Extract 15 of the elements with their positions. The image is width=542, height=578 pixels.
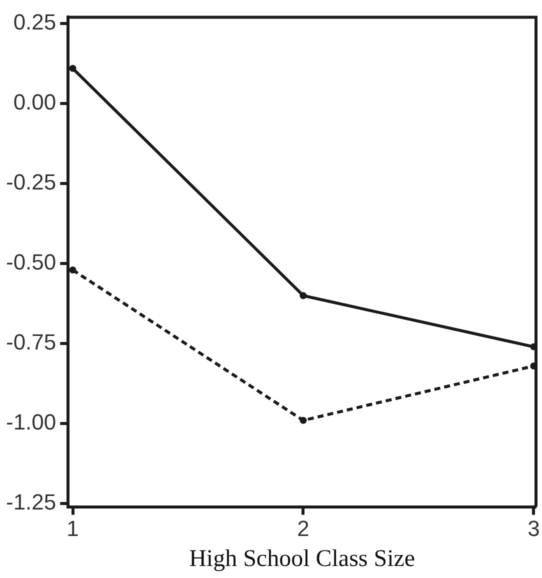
y-tick-label: -1.25 xyxy=(6,490,56,515)
y-tick-label: 0.00 xyxy=(13,90,56,115)
x-tick-label: 3 xyxy=(528,516,540,542)
x-tick-label: 1 xyxy=(66,516,79,542)
x-axis-title: High School Class Size xyxy=(189,546,416,572)
y-tick-label: -0.50 xyxy=(6,250,56,275)
y-tick-label: -0.75 xyxy=(6,330,56,355)
point xyxy=(300,292,307,300)
point xyxy=(69,64,76,72)
x-tick-label: 2 xyxy=(297,516,310,542)
y-tick-label: -0.25 xyxy=(6,170,56,195)
point xyxy=(300,416,307,424)
point xyxy=(69,266,76,274)
y-tick-label: -1.00 xyxy=(6,410,56,435)
y-tick-label: 0.25 xyxy=(13,10,56,35)
